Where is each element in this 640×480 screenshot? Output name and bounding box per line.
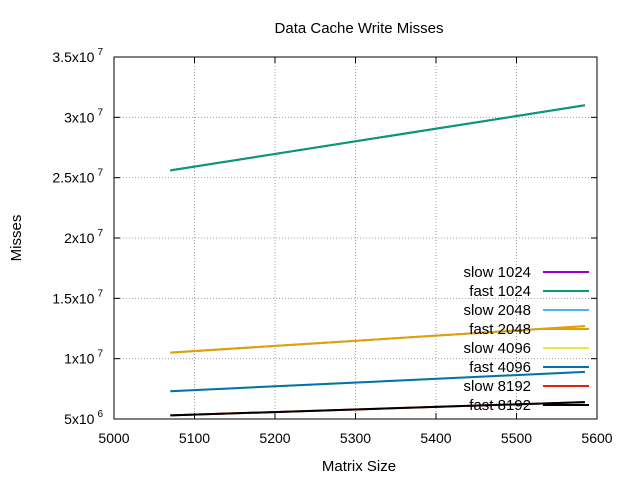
y-tick-label: 2x10 7 xyxy=(64,228,103,246)
series-line xyxy=(170,104,586,172)
legend-label: fast 8192 xyxy=(469,397,531,414)
legend-label: slow 2048 xyxy=(463,302,531,319)
legend-label: fast 4096 xyxy=(469,359,531,376)
grid xyxy=(114,57,597,419)
x-tick-label: 5100 xyxy=(179,430,210,446)
legend-label: fast 1024 xyxy=(469,283,531,300)
axis-ticks: 5000 5100 5200 5300 5400 5500 5600 5x10 6 1x10 7 1.… xyxy=(52,47,612,446)
y-tick-label: 1x10 7 xyxy=(64,349,103,367)
legend-label: slow 4096 xyxy=(463,340,531,357)
x-tick-label: 5300 xyxy=(340,430,371,446)
x-axis-label: Matrix Size xyxy=(322,458,396,475)
x-tick-label: 5200 xyxy=(259,430,290,446)
y-tick-label: 3x10 7 xyxy=(64,107,103,125)
series-lines xyxy=(170,104,586,417)
y-axis-label: Misses xyxy=(8,215,25,262)
chart-title: Data Cache Write Misses xyxy=(275,20,444,37)
series-line xyxy=(170,370,585,393)
x-tick-label: 5500 xyxy=(501,430,532,446)
legend-label: fast 2048 xyxy=(469,321,531,338)
x-tick-label: 5600 xyxy=(581,430,612,446)
legend: slow 1024 fast 1024 slow 2048 fast 2048 slow… xyxy=(463,264,589,414)
y-tick-label: 5x10 6 xyxy=(64,409,103,427)
y-tick-label: 2.5x10 7 xyxy=(52,168,103,186)
x-tick-label: 5000 xyxy=(98,430,129,446)
legend-label: slow 8192 xyxy=(463,378,531,395)
legend-label: slow 1024 xyxy=(463,264,531,281)
y-tick-label: 1.5x10 7 xyxy=(52,288,103,306)
series-line xyxy=(170,325,585,354)
y-tick-label: 3.5x10 7 xyxy=(52,47,103,65)
series-line xyxy=(170,401,585,417)
x-tick-label: 5400 xyxy=(420,430,451,446)
